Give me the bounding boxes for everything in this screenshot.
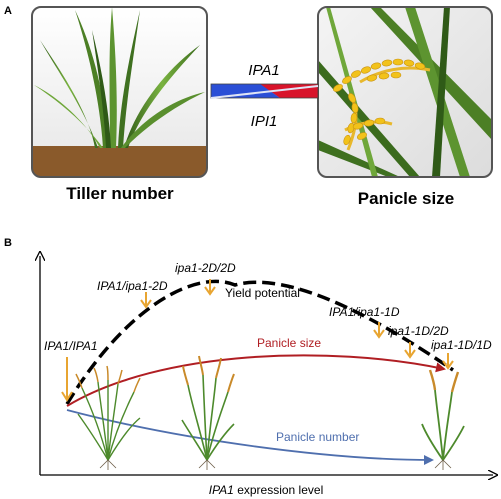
x-axis-label-gene: IPA1 (209, 483, 234, 497)
genotype-markers (61, 279, 454, 402)
genotype-label-ipa1-ipa1: IPA1/IPA1 (44, 339, 98, 353)
genotype-label-ipa1-2d-2d: ipa1-2D/2D (175, 261, 236, 275)
x-axis-label: IPA1 expression level (209, 483, 324, 497)
genotype-label-ipa1-1d-2d: ipa1-1D/2D (388, 324, 449, 338)
axes (40, 256, 493, 475)
panicle-illustration (318, 7, 492, 177)
ipa1-ipi1-balance-arrow (210, 83, 319, 99)
x-axis-label-text: expression level (234, 483, 323, 497)
panicle-size-label: Panicle size (257, 336, 321, 350)
ipi1-label: IPI1 (251, 113, 278, 130)
panel-a-label: A (4, 5, 12, 17)
ipa1-label: IPA1 (248, 62, 279, 79)
panicle-number-label: Panicle number (276, 430, 359, 444)
panel-b-label: B (4, 237, 12, 249)
panicle-number-curve (66, 409, 434, 465)
plant-few-tillers (421, 369, 465, 470)
yield-potential-label: Yield potential (225, 286, 300, 300)
tiller-illustration (32, 7, 207, 177)
genotype-label-ipa1-ipa1-2d: IPA1/ipa1-2D (97, 279, 168, 293)
plant-medium (181, 355, 235, 470)
genotype-label-ipa1-1d-1d: ipa1-1D/1D (431, 338, 492, 352)
panicle-size-caption: Panicle size (358, 189, 454, 208)
tiller-number-caption: Tiller number (66, 184, 174, 203)
plant-many-tillers (75, 365, 141, 470)
panicle-size-curve (66, 354, 446, 407)
yield-potential-curve (65, 279, 454, 405)
tiller-frame (31, 6, 208, 178)
genotype-label-ipa1-ipa1-1d: IPA1/ipa1-1D (329, 305, 400, 319)
